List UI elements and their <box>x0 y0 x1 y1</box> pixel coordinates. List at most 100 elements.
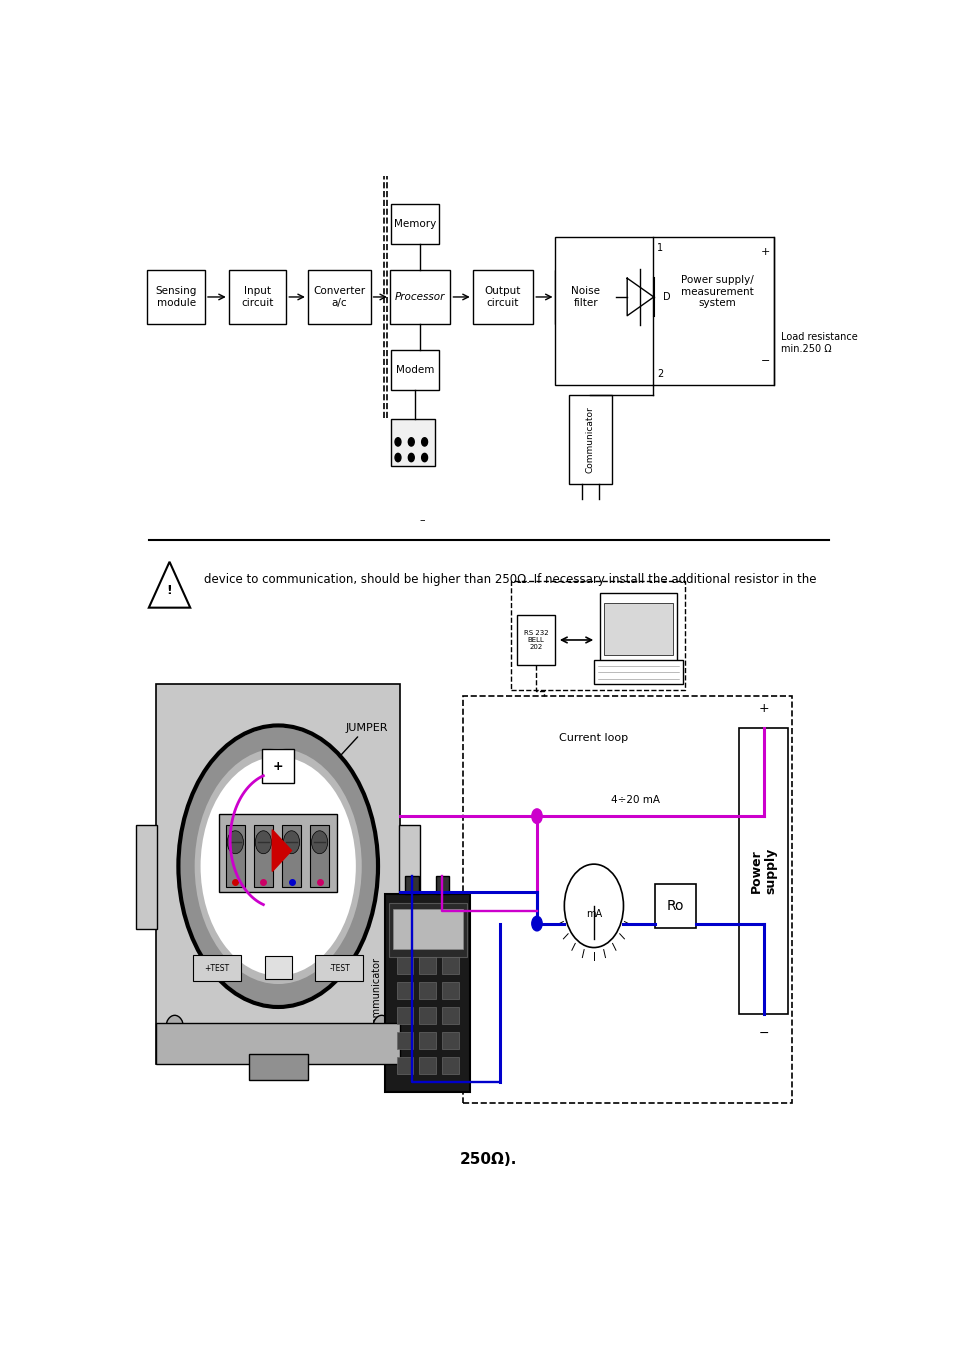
Bar <box>281 825 301 887</box>
Bar <box>462 696 791 1104</box>
Bar <box>136 825 157 929</box>
Bar <box>419 1057 436 1074</box>
Text: Communicator: Communicator <box>371 957 381 1029</box>
Text: 4÷20 mA: 4÷20 mA <box>610 795 659 806</box>
Polygon shape <box>272 830 292 872</box>
Bar <box>396 1032 413 1048</box>
Bar <box>265 956 292 979</box>
Bar <box>219 814 337 892</box>
Bar <box>253 825 273 887</box>
Text: Current loop: Current loop <box>558 733 628 743</box>
Circle shape <box>255 831 272 854</box>
Bar <box>391 204 439 244</box>
Bar <box>193 955 241 980</box>
Text: +: + <box>273 760 283 773</box>
Bar <box>396 1007 413 1024</box>
Circle shape <box>395 454 400 462</box>
Bar <box>405 876 418 895</box>
Circle shape <box>408 454 414 462</box>
Bar <box>555 269 616 324</box>
Bar <box>156 684 400 1064</box>
Bar <box>156 1022 400 1064</box>
Text: Communicator: Communicator <box>585 406 594 473</box>
Bar <box>442 1057 458 1074</box>
Bar <box>472 269 533 324</box>
Text: -TEST: -TEST <box>329 964 350 974</box>
Circle shape <box>166 1016 183 1040</box>
Circle shape <box>180 727 376 1005</box>
Bar <box>396 957 413 974</box>
Bar <box>442 957 458 974</box>
Circle shape <box>194 749 361 984</box>
Bar <box>436 876 449 895</box>
Bar <box>603 604 672 654</box>
Text: Converter
a/c: Converter a/c <box>313 286 365 307</box>
Bar <box>390 418 435 466</box>
Bar <box>442 982 458 999</box>
Text: –: – <box>419 515 425 525</box>
Bar <box>389 903 466 957</box>
Bar <box>308 269 371 324</box>
Text: !: ! <box>167 585 172 597</box>
Text: Input
circuit: Input circuit <box>241 286 274 307</box>
Circle shape <box>531 808 541 823</box>
Bar <box>396 982 413 999</box>
Bar <box>226 825 245 887</box>
Text: Processor: Processor <box>395 292 445 302</box>
Bar <box>391 351 439 390</box>
Text: −: − <box>760 356 769 366</box>
Text: Power supply/
measurement
system: Power supply/ measurement system <box>680 275 753 309</box>
Text: RS 232
BELL
202: RS 232 BELL 202 <box>523 630 548 650</box>
Circle shape <box>373 1016 390 1040</box>
Text: mA: mA <box>585 909 601 919</box>
Text: D: D <box>662 292 670 302</box>
Circle shape <box>227 831 243 854</box>
Bar <box>262 750 294 783</box>
Bar <box>599 593 677 661</box>
Text: +TEST: +TEST <box>204 964 229 974</box>
Bar <box>419 982 436 999</box>
Bar <box>419 1032 436 1048</box>
Text: Load resistance
min.250 Ω: Load resistance min.250 Ω <box>781 332 857 353</box>
Bar <box>419 957 436 974</box>
Bar <box>568 395 611 483</box>
Text: Ro: Ro <box>666 899 683 913</box>
Bar <box>314 955 363 980</box>
Bar <box>396 1057 413 1074</box>
Text: JUMPER: JUMPER <box>345 723 388 733</box>
Text: +: + <box>758 701 768 715</box>
Circle shape <box>531 917 541 930</box>
Bar <box>229 269 286 324</box>
Circle shape <box>200 757 355 976</box>
Text: Memory: Memory <box>394 219 436 229</box>
Bar <box>419 1007 436 1024</box>
Bar <box>517 615 555 665</box>
Bar <box>442 1032 458 1048</box>
Circle shape <box>283 831 299 854</box>
Bar <box>511 581 684 691</box>
Text: Sensing
module: Sensing module <box>155 286 196 307</box>
Text: −: − <box>758 1026 768 1040</box>
Text: 1: 1 <box>656 242 662 253</box>
Bar <box>147 269 205 324</box>
Circle shape <box>395 437 400 445</box>
Circle shape <box>311 831 328 854</box>
Bar <box>673 260 760 324</box>
Bar <box>249 1053 308 1080</box>
Bar <box>310 825 329 887</box>
Text: +: + <box>760 246 769 257</box>
Text: device to communication, should be higher than 250Ω. If necessary install the ad: device to communication, should be highe… <box>204 573 816 586</box>
Text: Noise
filter: Noise filter <box>571 286 599 307</box>
Text: 2: 2 <box>656 370 662 379</box>
Bar <box>385 895 470 1093</box>
Text: Power
supply: Power supply <box>749 848 777 894</box>
Circle shape <box>421 437 427 445</box>
Text: 250Ω).: 250Ω). <box>459 1152 517 1167</box>
Circle shape <box>408 437 414 445</box>
Text: Output
circuit: Output circuit <box>484 286 520 307</box>
Bar <box>390 269 450 324</box>
Bar <box>555 237 773 385</box>
Text: Modem: Modem <box>395 366 435 375</box>
Bar <box>399 825 419 929</box>
Bar <box>738 727 787 1014</box>
